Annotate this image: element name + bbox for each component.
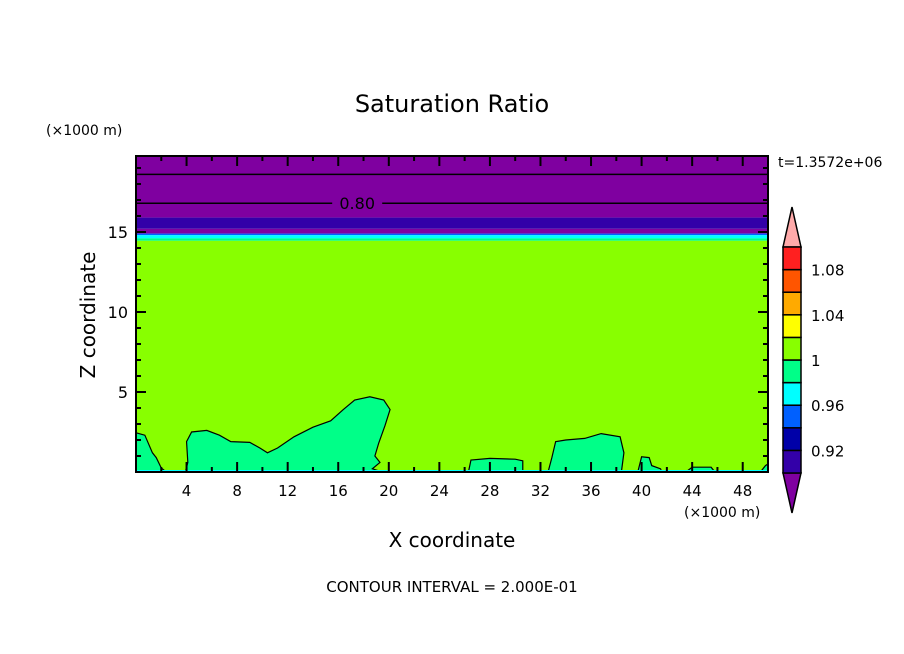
colorbar-over-triangle (782, 206, 802, 248)
colorbar-tick-label: 0.96 (811, 397, 844, 415)
colorbar-tick-label: 0.92 (811, 442, 844, 460)
colorbar-swatch (782, 291, 802, 316)
colorbar-swatch (782, 359, 802, 384)
colorbar-swatch (782, 381, 802, 406)
colorbar-under-triangle (782, 472, 802, 514)
x-tick-label: 44 (683, 482, 702, 500)
colorbar-tick-label: 1.04 (811, 307, 844, 325)
contour-band (136, 217, 768, 229)
x-unit-label: (×1000 m) (684, 505, 760, 521)
y-unit-label: (×1000 m) (46, 123, 122, 139)
contour-band (136, 235, 768, 239)
plot-frame (135, 155, 769, 473)
contour-band (136, 233, 768, 236)
contour-region (184, 396, 391, 473)
x-tick-label: 8 (232, 482, 242, 500)
x-tick-label: 24 (430, 482, 449, 500)
x-axis-label: X coordinate (389, 528, 516, 552)
colorbar-swatch (782, 314, 802, 339)
chart-title: Saturation Ratio (355, 90, 549, 118)
x-tick-label: 36 (581, 482, 600, 500)
contour-interval-footer: CONTOUR INTERVAL = 2.000E-01 (326, 578, 577, 596)
y-axis-label: Z coordinate (76, 252, 100, 379)
colorbar-swatch (782, 246, 802, 271)
colorbar-tick-label: 1 (811, 352, 821, 370)
x-tick-label: 32 (531, 482, 550, 500)
colorbar-swatch (782, 336, 802, 361)
colorbar-swatch (782, 404, 802, 429)
contour-band (136, 240, 768, 472)
contour-label: 0.80 (339, 194, 375, 213)
y-tick-label: 15 (108, 223, 128, 242)
x-tick-label: 4 (182, 482, 192, 500)
x-tick-label: 28 (480, 482, 499, 500)
colorbar-swatch (782, 427, 802, 452)
y-tick-label: 10 (108, 303, 128, 322)
contour-band (136, 156, 768, 218)
contour-band (136, 238, 768, 241)
colorbar-swatch (782, 449, 802, 474)
contour-region (547, 432, 625, 473)
colorbar-tick-label: 1.08 (811, 262, 844, 280)
x-tick-label: 16 (329, 482, 348, 500)
x-tick-label: 20 (379, 482, 398, 500)
y-tick-label: 5 (118, 383, 128, 402)
x-tick-label: 12 (278, 482, 297, 500)
x-tick-label: 48 (733, 482, 752, 500)
time-label: t=1.3572e+06 (778, 155, 882, 171)
colorbar: 1.08 1.04 1 0.96 0.92 (782, 206, 844, 514)
x-tick-label: 40 (632, 482, 651, 500)
plot-area: 0.80 (135, 156, 769, 473)
colorbar-swatch (782, 268, 802, 293)
contour-band (136, 228, 768, 234)
